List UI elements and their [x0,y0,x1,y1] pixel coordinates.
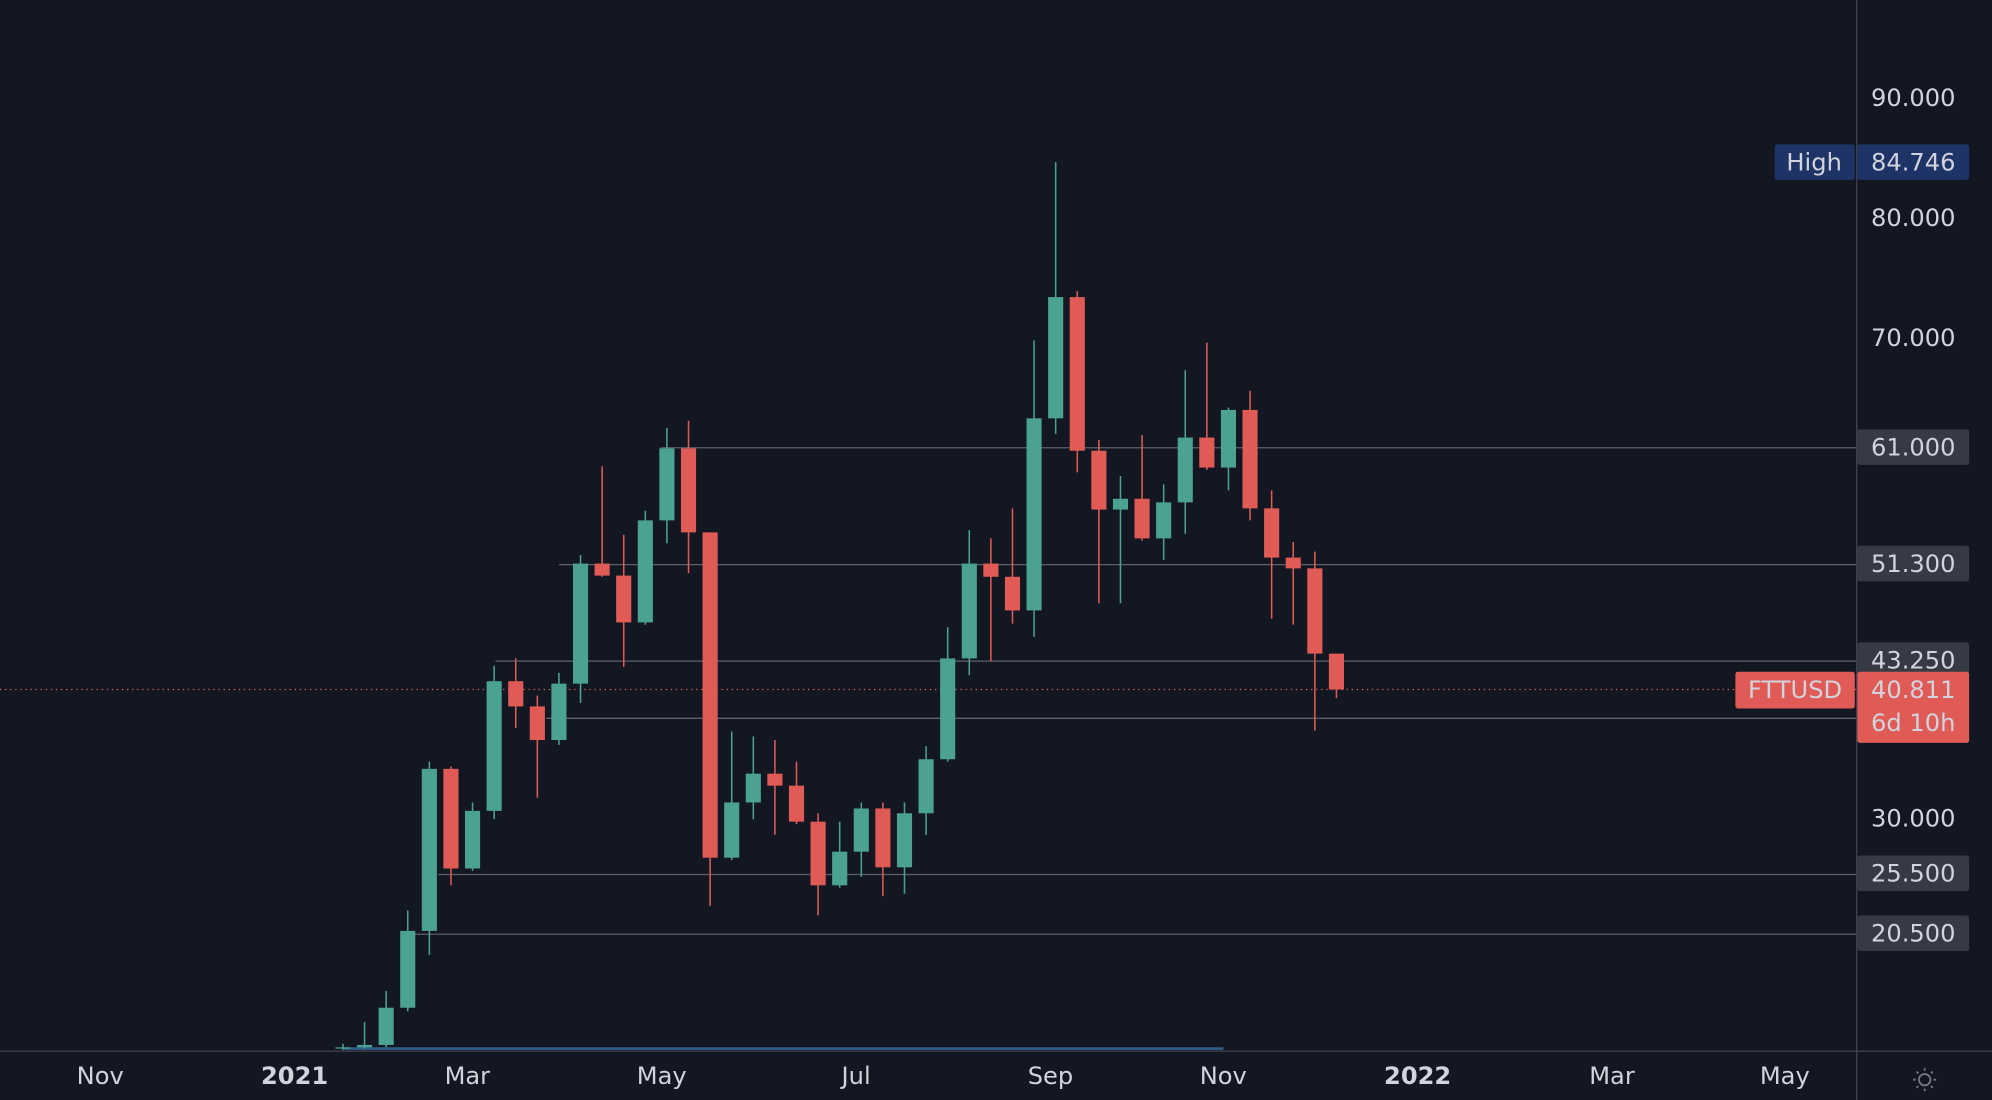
x-tick-label: 2022 [1384,1062,1451,1090]
candle-body [767,773,783,786]
candle-body [508,681,524,707]
symbol-tag-label: FTTUSD [1748,676,1842,704]
candle-body [1091,450,1107,510]
x-tick-label: Sep [1028,1062,1073,1090]
x-tick-label: May [637,1062,687,1090]
candle-body [335,1047,351,1049]
x-tick-label: Nov [1200,1062,1247,1090]
candle-body [810,821,826,886]
settings-icon-core[interactable] [1918,1073,1932,1087]
level-label: 25.500 [1871,860,1955,888]
candle-body [1199,437,1215,468]
settings-icon-rays[interactable] [1913,1068,1937,1092]
level-label-box [1857,915,1970,952]
high-value-box [1857,144,1970,180]
high-tag-label: High [1786,148,1841,176]
candle-body [875,808,891,868]
candle-body [853,808,869,852]
candle-body [702,532,718,858]
candle-body [1026,418,1042,611]
candle-body [659,448,675,521]
candle-body [443,768,459,869]
candle-body [378,1007,394,1045]
candle-body [680,448,697,533]
candle-body [940,658,956,760]
last-price-label: 40.811 [1871,676,1955,704]
candle-body [357,1044,373,1048]
candle-body [1264,508,1280,558]
candle-body [529,706,545,741]
candle-body [486,681,502,811]
y-tick-label: 90.000 [1871,84,1955,112]
x-tick-label: Mar [445,1062,491,1090]
candle-body [745,773,761,803]
level-label-box [1857,545,1970,582]
candle-body [1112,498,1129,510]
candle-body [1220,409,1237,468]
x-tick-label: Jul [840,1062,871,1090]
level-label: 20.500 [1871,920,1955,948]
candle-body [421,768,437,931]
high-value-label: 84.746 [1871,148,1955,176]
candle-body [594,563,610,576]
candle-body [983,563,999,577]
settings-icon[interactable] [1913,1068,1937,1092]
last-price-box [1857,671,1970,743]
candle-body [464,810,481,869]
candle-body [572,563,589,684]
x-tick-label: Nov [77,1062,124,1090]
high-tag-box [1774,144,1855,180]
candle-body [400,930,416,1008]
level-label: 51.300 [1871,550,1955,578]
level-label-box [1857,855,1970,892]
candle-body [1307,568,1323,654]
candle-body [1004,576,1021,611]
candle-body [724,802,740,858]
candle-body [788,785,805,822]
y-tick-label: 80.000 [1871,204,1955,232]
candle-body [616,575,632,623]
candle-body [832,851,848,886]
candle-body [1242,409,1258,509]
candle-body [1328,653,1344,690]
countdown-label: 6d 10h [1871,709,1955,737]
y-tick-label: 30.000 [1871,804,1955,832]
candle-body [1134,498,1150,539]
y-tick-label: 70.000 [1871,324,1955,352]
candle-body [1156,502,1172,539]
candle-body [551,683,567,741]
level-label: 61.000 [1871,433,1955,461]
candle-body [1177,437,1193,503]
candle-body [637,520,653,623]
candle-body [961,563,977,659]
level-label-box [1857,429,1970,465]
x-tick-label: May [1760,1062,1810,1090]
level-label: 43.250 [1871,646,1955,674]
symbol-tag-box [1735,671,1855,709]
candle-body [1285,557,1301,569]
candle-body [1048,297,1064,419]
candle-body [918,759,934,814]
candle-body [896,813,913,868]
level-label-box [1857,642,1970,678]
candle-body [1069,297,1085,451]
x-tick-label: 2021 [261,1062,328,1090]
x-tick-label: Mar [1589,1062,1635,1090]
